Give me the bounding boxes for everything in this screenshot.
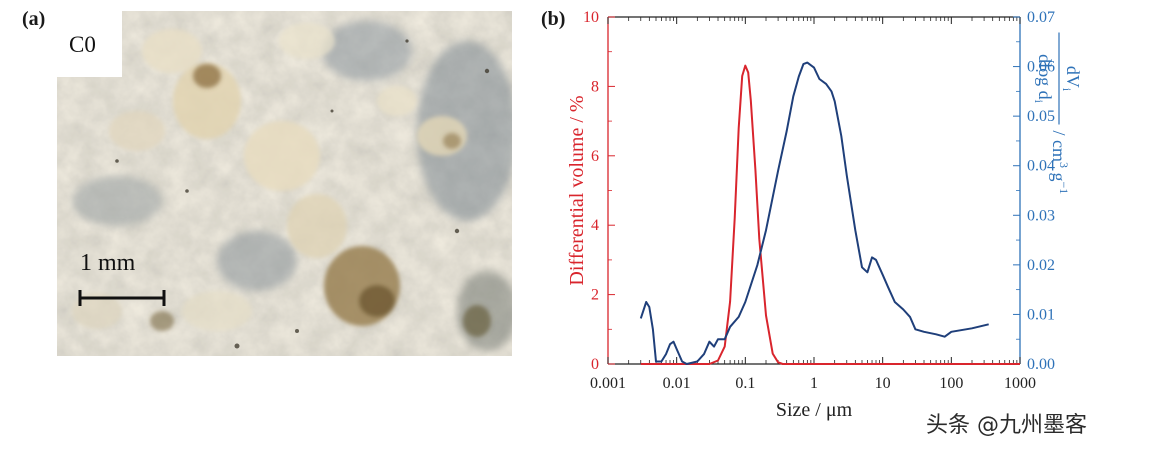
y-right-label-units: / cm3 g−1 — [1049, 131, 1071, 195]
y-left-tick-label: 4 — [591, 217, 599, 234]
y-right-label-numerator: dVi — [1060, 66, 1083, 92]
x-tick-label: 1000 — [1004, 375, 1036, 392]
series-line-blue — [639, 61, 989, 365]
y-right-tick-label: 0.01 — [1027, 306, 1055, 323]
y-right-tick-label: 0.02 — [1027, 257, 1055, 274]
y-left-tick-label: 0 — [591, 356, 599, 373]
y-right-tick-label: 0.05 — [1027, 108, 1055, 125]
x-tick-label: 100 — [939, 375, 963, 392]
y-right-tick-label: 0.04 — [1027, 158, 1055, 175]
x-tick-label: 1 — [810, 375, 818, 392]
plot-area: 0.001 0.01 0.1 1 10 100 1000 Size / μm 0 2 4 6 8 10 Di… — [566, 9, 1083, 421]
sample-label: C0 — [69, 32, 96, 57]
y-left-axis-label: Differential volume / % — [566, 95, 588, 285]
x-tick-label: 0.1 — [735, 375, 755, 392]
y-right-tick-label: 0.03 — [1027, 207, 1055, 224]
panel-a-label: (a) — [22, 8, 46, 30]
scale-bar — [78, 290, 166, 306]
watermark: 头条 @九州墨客 — [926, 413, 1087, 438]
panel-b-label: (b) — [541, 8, 566, 30]
x-tick-label: 0.001 — [590, 375, 626, 392]
sample-label-box — [57, 11, 122, 77]
x-tick-label: 0.01 — [663, 375, 691, 392]
y-left-tick-label: 6 — [591, 148, 599, 165]
y-left-tick-label: 10 — [583, 9, 599, 26]
y-right-label-denominator: dlog di — [1032, 54, 1055, 104]
y-left-tick-label: 8 — [591, 78, 599, 95]
y-left-tick-label: 2 — [591, 287, 599, 304]
x-tick-label: 10 — [875, 375, 891, 392]
scale-bar-label: 1 mm — [80, 250, 136, 276]
y-right-tick-label: 0.06 — [1027, 59, 1055, 76]
x-axis-label: Size / μm — [776, 399, 853, 421]
y-right-tick-label: 0.00 — [1027, 356, 1055, 373]
series-line-red — [640, 64, 1020, 365]
y-right-tick-label: 0.07 — [1027, 9, 1055, 26]
